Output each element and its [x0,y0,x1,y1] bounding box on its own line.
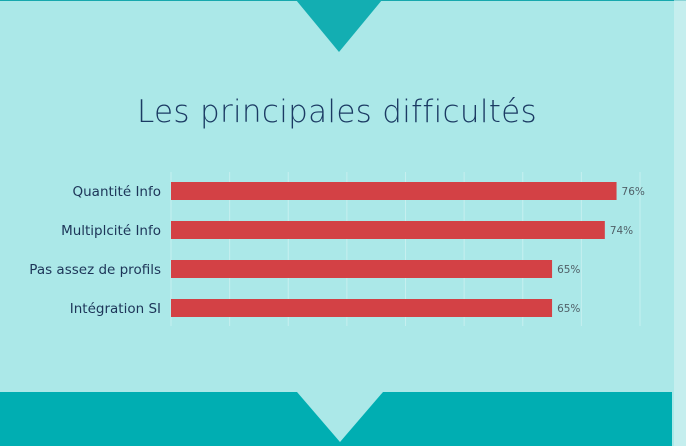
value-label-3: 65% [557,264,580,276]
value-label-1: 76% [622,186,645,198]
top-notch-shape [296,0,382,52]
value-label-2: 74% [610,225,633,237]
bottom-notch-shape [297,392,383,442]
right-edge [674,0,686,446]
bar-3 [171,260,553,278]
bar-2 [171,221,605,239]
category-label-3: Pas assez de profils [29,262,161,278]
value-label-4: 65% [557,303,580,315]
chart-title: Les principales difficultés [136,94,538,130]
category-label-1: Quantité Info [73,184,162,200]
bar-1 [171,182,617,200]
category-label-4: Intégration SI [70,301,161,317]
category-label-2: Multiplcité Info [61,223,161,239]
bars [171,182,617,317]
bar-4 [171,299,553,317]
labels: Quantité Info 76% Multiplcité Info 74% Pas a… [29,184,645,317]
